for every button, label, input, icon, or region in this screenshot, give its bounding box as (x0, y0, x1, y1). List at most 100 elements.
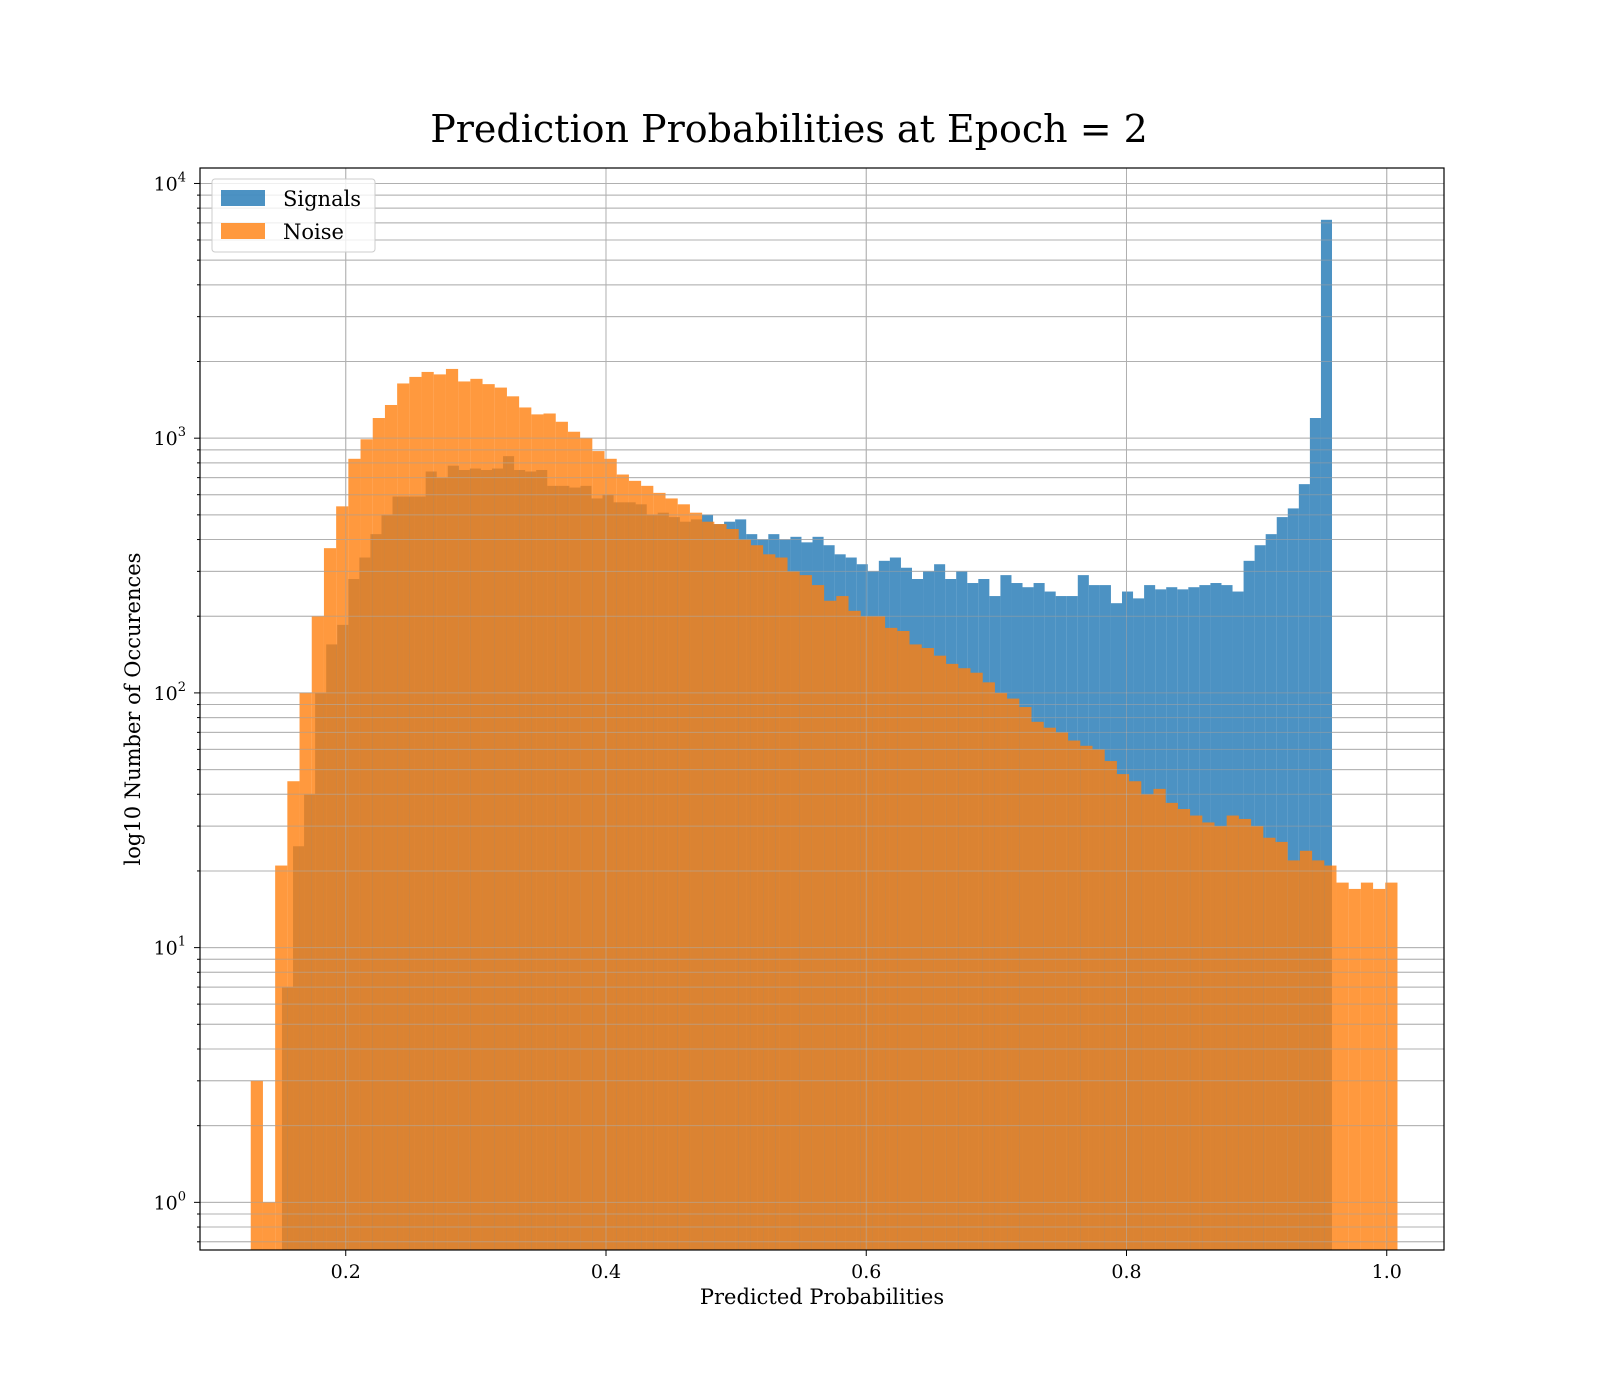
bar-noise (1299, 850, 1313, 1250)
bar-noise (384, 404, 398, 1250)
bar-noise (714, 524, 727, 1250)
bar-noise (580, 438, 593, 1251)
bar-noise (604, 458, 617, 1250)
bar-noise (567, 431, 581, 1251)
bar-noise (250, 1080, 263, 1250)
bar-noise (531, 414, 544, 1250)
bar-noise (750, 545, 764, 1250)
bar-noise (763, 554, 776, 1250)
bar-noise (1202, 822, 1215, 1250)
bar-noise (799, 575, 812, 1250)
series-noise-bars (250, 368, 1398, 1251)
bar-noise (470, 378, 483, 1251)
x-axis-ticks: 0.2 0.4 0.6 0.8 1.0 (331, 1250, 1402, 1283)
bar-noise (921, 648, 934, 1250)
bar-noise (689, 512, 703, 1250)
bar-noise (1275, 841, 1288, 1250)
y-tick-label: 102 (154, 680, 186, 705)
x-axis-label: Predicted Probabilities (700, 1285, 944, 1309)
bar-noise (1238, 818, 1252, 1250)
x-tick-label: 0.4 (591, 1261, 621, 1283)
bar-noise (933, 655, 947, 1250)
bar-noise (860, 616, 873, 1250)
bar-noise (1226, 815, 1239, 1250)
bar-noise (421, 371, 434, 1250)
bar-noise (323, 548, 337, 1250)
bar-noise (494, 387, 507, 1250)
bar-noise (1348, 888, 1361, 1250)
bar-signals (1309, 418, 1321, 1250)
bar-noise (1385, 882, 1398, 1250)
bar-noise (628, 480, 642, 1250)
bar-signals (1320, 219, 1333, 1251)
bar-noise (970, 672, 983, 1250)
bar-noise (702, 521, 715, 1250)
bar-noise (1116, 774, 1130, 1250)
x-tick-label: 1.0 (1372, 1261, 1402, 1283)
bar-noise (1080, 745, 1093, 1250)
bar-noise (982, 682, 995, 1250)
bar-noise (946, 663, 959, 1250)
bar-noise (1007, 698, 1020, 1250)
legend-swatch-signals (221, 190, 265, 206)
bar-noise (787, 571, 800, 1250)
y-tick-label: 103 (154, 425, 186, 450)
bar-noise (1055, 732, 1069, 1250)
bar-noise (299, 692, 312, 1250)
bar-noise (1129, 781, 1142, 1250)
y-axis-label: log10 Number of Occurences (121, 553, 145, 866)
bar-noise (1251, 826, 1264, 1250)
bar-noise (1214, 826, 1227, 1250)
bar-noise (311, 616, 324, 1250)
bar-noise (1153, 788, 1166, 1250)
bar-noise (1324, 865, 1337, 1250)
bar-noise (482, 384, 495, 1250)
bar-noise (726, 529, 739, 1250)
bar-noise (1336, 882, 1349, 1250)
bar-noise (1068, 740, 1081, 1250)
y-tick-label: 101 (154, 935, 186, 960)
bar-noise (1263, 837, 1276, 1250)
bar-noise (811, 585, 825, 1250)
legend-label-signals: Signals (283, 187, 361, 211)
bar-noise (433, 374, 446, 1251)
bar-noise (287, 781, 300, 1250)
bar-noise (336, 506, 349, 1250)
bar-noise (872, 616, 886, 1250)
plot-area-frame (199, 167, 1445, 1251)
bar-noise (262, 1202, 276, 1250)
bar-noise (824, 600, 837, 1250)
bar-noise (519, 407, 532, 1250)
bar-noise (1312, 860, 1325, 1250)
bar-noise (616, 474, 629, 1250)
bar-noise (506, 396, 520, 1251)
bar-noise (1141, 794, 1154, 1250)
bar-noise (1190, 815, 1203, 1250)
y-tick-label: 100 (154, 1189, 186, 1214)
bar-noise (360, 439, 373, 1251)
chart-title: Prediction Probabilities at Epoch = 2 (430, 107, 1148, 151)
grid-lines-overlay (200, 168, 1444, 1250)
bar-noise (397, 383, 410, 1250)
bar-noise (543, 413, 556, 1250)
y-tick-label: 104 (154, 170, 186, 195)
bar-noise (1092, 749, 1105, 1250)
bar-noise (409, 376, 422, 1251)
bar-noise (1104, 761, 1117, 1250)
bar-noise (592, 451, 605, 1250)
legend: Signals Noise (211, 178, 376, 253)
legend-swatch-noise (221, 223, 265, 239)
bar-noise (1287, 860, 1300, 1250)
bar-noise (885, 627, 898, 1250)
bar-noise (1031, 721, 1044, 1250)
bar-noise (738, 539, 751, 1250)
bar-noise (1373, 888, 1386, 1250)
x-tick-label: 0.6 (851, 1261, 881, 1283)
y-axis-ticks: 100 101 102 103 104 (154, 170, 200, 1243)
bar-noise (445, 368, 459, 1251)
bar-noise (1360, 882, 1374, 1250)
legend-label-noise: Noise (283, 220, 344, 244)
x-tick-label: 0.2 (331, 1261, 361, 1283)
bar-noise (555, 421, 568, 1250)
